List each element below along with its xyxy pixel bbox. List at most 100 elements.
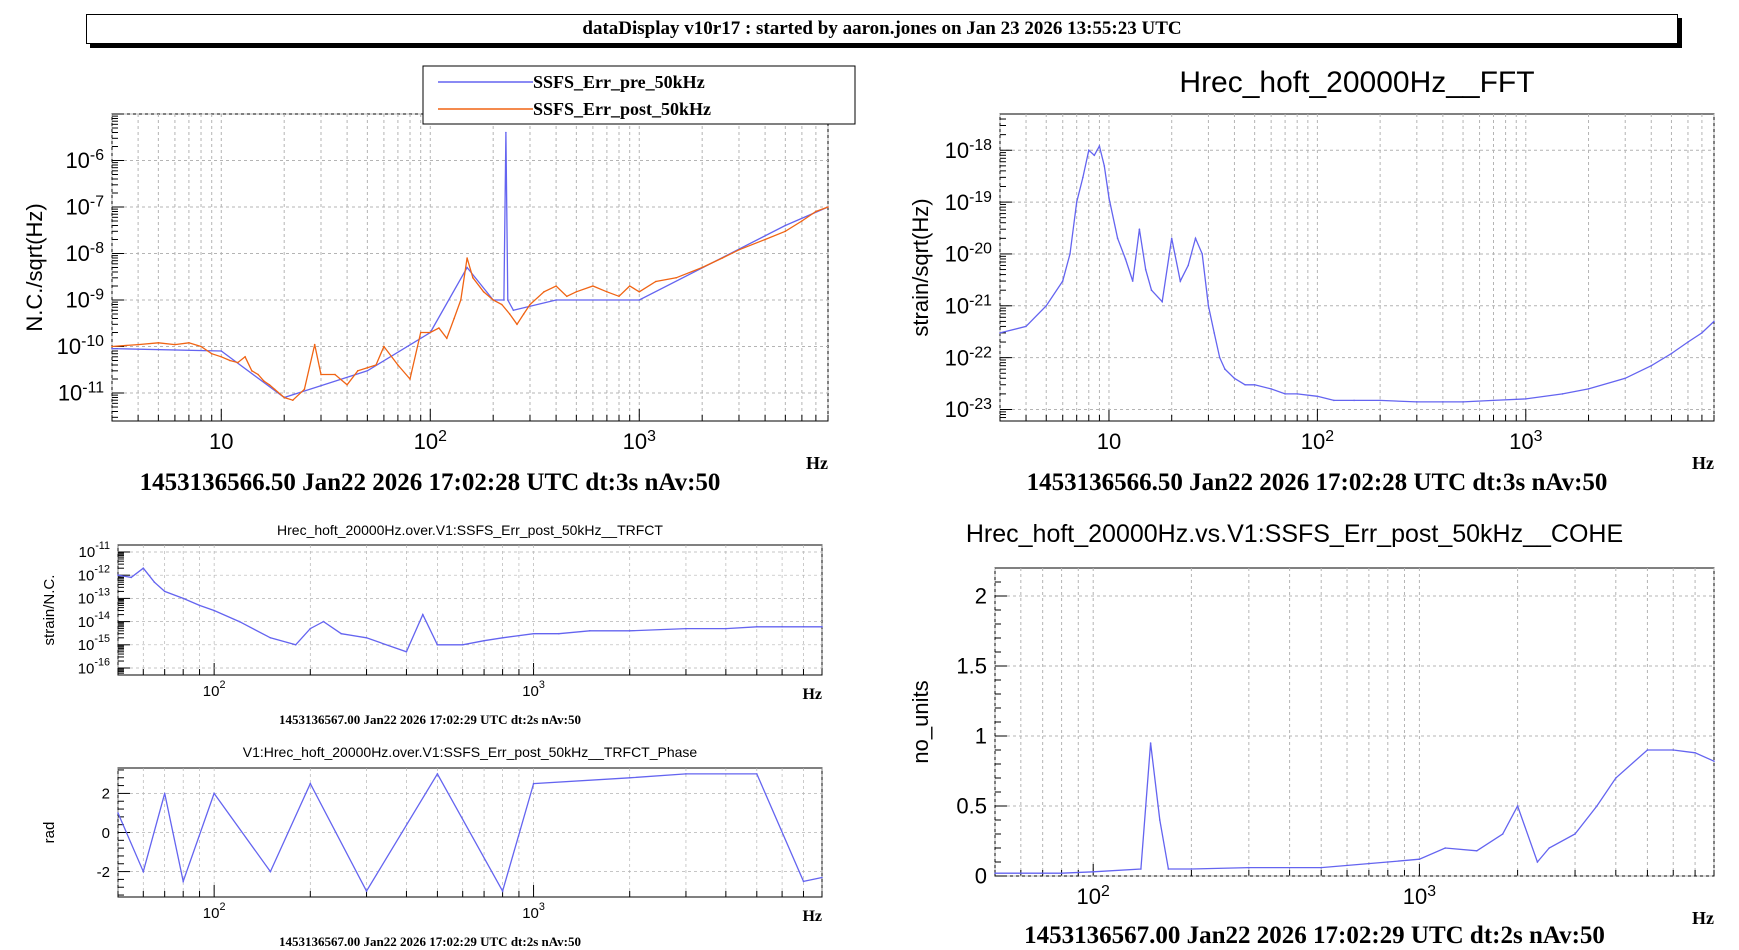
ssfs-data-point <box>263 380 265 382</box>
cohe-data-point <box>1060 872 1063 874</box>
ssfs-data-point <box>566 295 568 298</box>
phase-data-point <box>117 812 119 814</box>
fft-data-point <box>1082 176 1084 179</box>
ssfs-data-point <box>638 291 641 293</box>
fft-y-tick-label: 10-21 <box>945 292 993 318</box>
ssfs-x-tick-label: 103 <box>623 428 656 454</box>
fft-data-point <box>1687 341 1689 343</box>
trfct-data-point <box>422 613 424 616</box>
ssfs-data-point <box>111 347 113 350</box>
ssfs-data-point <box>655 280 657 283</box>
trfct-data-point <box>269 637 272 639</box>
cohe-data-point <box>1672 749 1674 751</box>
cohe-data-point <box>1501 833 1504 835</box>
trfct-y-tick-label: 10-15 <box>78 633 110 654</box>
ssfs-data-point <box>575 291 578 293</box>
cohe-x-tick-label: 102 <box>1077 883 1110 909</box>
ssfs-data-point <box>638 299 641 301</box>
phase-y-tick-label: 0 <box>102 825 110 842</box>
trfct-data-point <box>213 609 215 612</box>
fft-data-point <box>1462 401 1464 403</box>
phase-y-tick-label: 2 <box>102 786 110 803</box>
phase-grid <box>117 768 823 897</box>
ssfs-data-point <box>229 359 231 362</box>
fft-data-point <box>1316 395 1319 398</box>
trfct-y-tick-label: 10-16 <box>78 656 110 677</box>
cohe-y-tick-label: 2 <box>975 584 987 609</box>
ssfs-data-point <box>220 356 223 358</box>
ssfs-y-tick-label: 10-6 <box>65 147 104 173</box>
phase-footer-timestamp: 1453136567.00 Jan22 2026 17:02:29 UTC dt… <box>279 934 581 949</box>
ssfs-y-tick-label: 10-7 <box>65 194 104 220</box>
ssfs-data-point <box>460 299 462 301</box>
cohe-data-point <box>1615 777 1617 779</box>
ssfs-data-point <box>738 249 740 251</box>
fft-data-point <box>1416 401 1418 403</box>
fft-data-point <box>1187 264 1189 267</box>
trfct-y-tick-label: 10-13 <box>78 587 110 608</box>
trfct-data-point <box>781 626 783 628</box>
trfct-chart-title: Hrec_hoft_20000Hz.over.V1:SSFS_Err_post_… <box>277 522 663 538</box>
trfct-data-point <box>405 651 408 653</box>
fft-data-point <box>1561 393 1564 395</box>
cohe-x-axis-label: Hz <box>1692 908 1714 928</box>
ssfs-x-tick-label: 10 <box>209 429 233 454</box>
fft-grid <box>999 113 1715 421</box>
fft-data-point <box>1201 253 1203 255</box>
ssfs-data-point <box>438 327 440 329</box>
fft-data-point <box>1624 377 1626 380</box>
phase-data-point <box>628 777 631 779</box>
ssfs-data-point <box>522 313 525 315</box>
cohe-x-tick-label: 103 <box>1403 883 1436 909</box>
phase-x-tick-label: 103 <box>522 901 545 922</box>
phase-data-point <box>142 870 145 873</box>
fft-y-axis-label: strain/sqrt(Hz) <box>908 198 933 336</box>
ssfs-data-point <box>320 373 322 376</box>
cohe-data-point <box>1387 861 1389 863</box>
ssfs-data-point <box>503 299 505 301</box>
ssfs-data-point <box>244 356 246 358</box>
fft-y-tick-label: 10-19 <box>945 189 993 215</box>
trfct-y-tick-label: 10-12 <box>78 563 110 584</box>
fft-data-point <box>1670 352 1673 355</box>
ssfs-data-point <box>419 331 422 334</box>
trfct-data-point <box>117 574 119 576</box>
cohe-data-point <box>1159 819 1161 821</box>
fft-data-point <box>1713 320 1715 323</box>
fft-data-point <box>1525 398 1527 400</box>
trfct-data-point <box>802 626 805 628</box>
cohe-data-point <box>1418 858 1421 860</box>
cohe-data-point <box>1574 833 1576 835</box>
cohe-chart: 102 103 0 0.5 1 1.5 2 Hz no_units Hrec_hoft_20000… <box>908 520 1715 949</box>
fft-data-point <box>1442 401 1444 403</box>
ssfs-data-point <box>210 352 213 355</box>
trfct-data-point <box>821 626 823 628</box>
ssfs-data-point <box>157 342 160 344</box>
fft-data-point <box>1061 280 1064 282</box>
cohe-data-point <box>1713 760 1715 762</box>
phase-chart-title: V1:Hrec_hoft_20000Hz.over.V1:SSFS_Err_po… <box>243 744 698 760</box>
trfct-footer-timestamp: 1453136567.00 Jan22 2026 17:02:29 UTC dt… <box>279 712 581 727</box>
ssfs-data-point <box>383 345 385 348</box>
ssfs-data-point <box>764 238 766 241</box>
ssfs-data-point <box>721 257 724 259</box>
trfct-data-point <box>340 632 343 635</box>
fft-x-tick-label: 10 <box>1097 429 1121 454</box>
ssfs-data-point <box>137 343 139 346</box>
fft-y-tick-label: 10-23 <box>945 396 993 422</box>
ssfs-data-point <box>273 388 276 391</box>
fft-y-tick-label: 10-20 <box>945 241 993 267</box>
fft-data-point <box>1093 154 1096 157</box>
phase-data-point <box>821 876 823 879</box>
legend-entry-0: SSFS_Err_pre_50kHz <box>533 72 705 92</box>
fft-data-point <box>1161 300 1163 303</box>
fft-data-point <box>1045 305 1047 307</box>
phase-data-point <box>501 890 504 892</box>
fft-x-axis-label: Hz <box>1692 453 1714 473</box>
ssfs-data-point <box>200 345 202 348</box>
trfct-data-point <box>725 627 727 630</box>
fft-data-point <box>1224 368 1226 370</box>
trfct-data-point <box>628 630 631 632</box>
fft-data-point <box>1108 197 1110 199</box>
trfct-y-tick-label: 10-14 <box>78 610 110 631</box>
